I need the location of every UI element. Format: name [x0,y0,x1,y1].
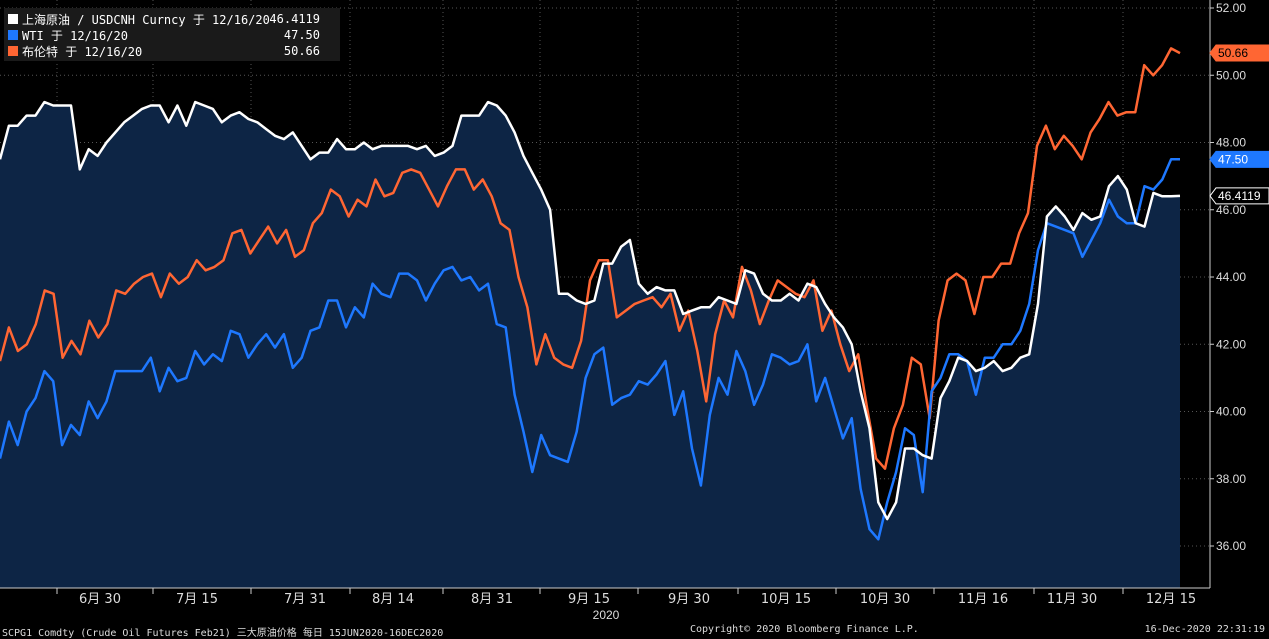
x-tick-label: 9月 15 [568,592,610,607]
tag-box [1209,187,1269,205]
y-tick-label: 44.00 [1216,270,1246,284]
last-value-tag-1: 47.50 [1209,150,1269,168]
y-tick-label: 46.00 [1216,203,1246,217]
shanghai-area-fill [0,102,1180,588]
legend-swatch-brent [8,46,18,56]
x-year-label: 2020 [593,608,620,622]
x-tick-label: 10月 15 [761,592,811,607]
series-line-0 [0,100,1181,521]
x-tick-label: 6月 30 [79,592,121,607]
legend: 上海原油 / USDCNH Curncy 于 12/16/20 46.4119 … [4,8,340,61]
legend-value-shanghai: 46.4119 [269,12,320,26]
series-lines [0,47,1181,541]
footer: SCPG1 Comdty (Crude Oil Futures Feb21) 三… [0,622,1269,639]
last-value-tag-2: 50.66 [1209,44,1269,62]
series-line-2 [0,47,1181,470]
y-tick-label: 42.00 [1216,337,1246,351]
y-tick-label: 36.00 [1216,539,1246,553]
legend-entry-wti: WTI 于 12/16/20 47.50 [8,27,336,43]
x-tick-label: 12月 15 [1146,592,1196,607]
last-value-tags: 46.4119 47.50 50.66 [1209,44,1269,205]
series-line-1 [0,158,1180,541]
legend-entry-shanghai: 上海原油 / USDCNH Curncy 于 12/16/20 46.4119 [8,11,336,27]
tag-box [1209,44,1269,62]
legend-label-wti: WTI 于 12/16/20 [22,28,128,43]
last-value-tag-0: 46.4119 [1209,187,1269,205]
legend-value-brent: 50.66 [283,44,320,58]
x-tick-label: 9月 30 [668,592,710,607]
tag-label: 46.4119 [1218,189,1261,203]
y-tick-label: 38.00 [1216,472,1246,486]
x-axis: 6月 30 7月 15 7月 31 8月 14 8月 31 9月 15 9月 30 10月 1… [0,587,1210,622]
tag-box [1209,150,1269,168]
footer-timestamp: 16-Dec-2020 22:31:19 [1144,624,1265,635]
x-tick-label: 11月 16 [958,592,1008,607]
x-tick-label: 7月 31 [284,592,326,607]
area-fill-0 [0,102,1180,588]
x-tick-label: 7月 15 [176,592,218,607]
legend-swatch-shanghai [8,14,18,24]
tag-label: 50.66 [1218,46,1248,60]
y-tick-label: 48.00 [1216,136,1246,150]
x-tick-label: 10月 30 [860,592,910,607]
legend-entry-brent: 布伦特 于 12/16/20 50.66 [8,43,336,59]
y-tick-label: 40.00 [1216,405,1246,419]
y-axis: 52.00 50.00 48.00 46.00 44.00 42.00 40.00 38.00… [1209,0,1246,588]
legend-label-brent: 布伦特 于 12/16/20 [22,44,143,59]
x-tick-label: 8月 31 [471,592,513,607]
y-tick-label: 50.00 [1216,68,1246,82]
footer-source: SCPG1 Comdty (Crude Oil Futures Feb21) 三… [2,628,444,639]
legend-value-wti: 47.50 [283,28,320,42]
x-tick-label: 8月 14 [372,592,414,607]
y-tick-label: 52.00 [1216,1,1246,15]
legend-label-shanghai: 上海原油 / USDCNH Curncy 于 12/16/20 [22,12,270,27]
legend-swatch-wti [8,30,18,40]
tag-label: 47.50 [1218,152,1248,166]
x-tick-label: 11月 30 [1047,592,1097,607]
footer-copyright: Copyright© 2020 Bloomberg Finance L.P. [690,624,919,635]
